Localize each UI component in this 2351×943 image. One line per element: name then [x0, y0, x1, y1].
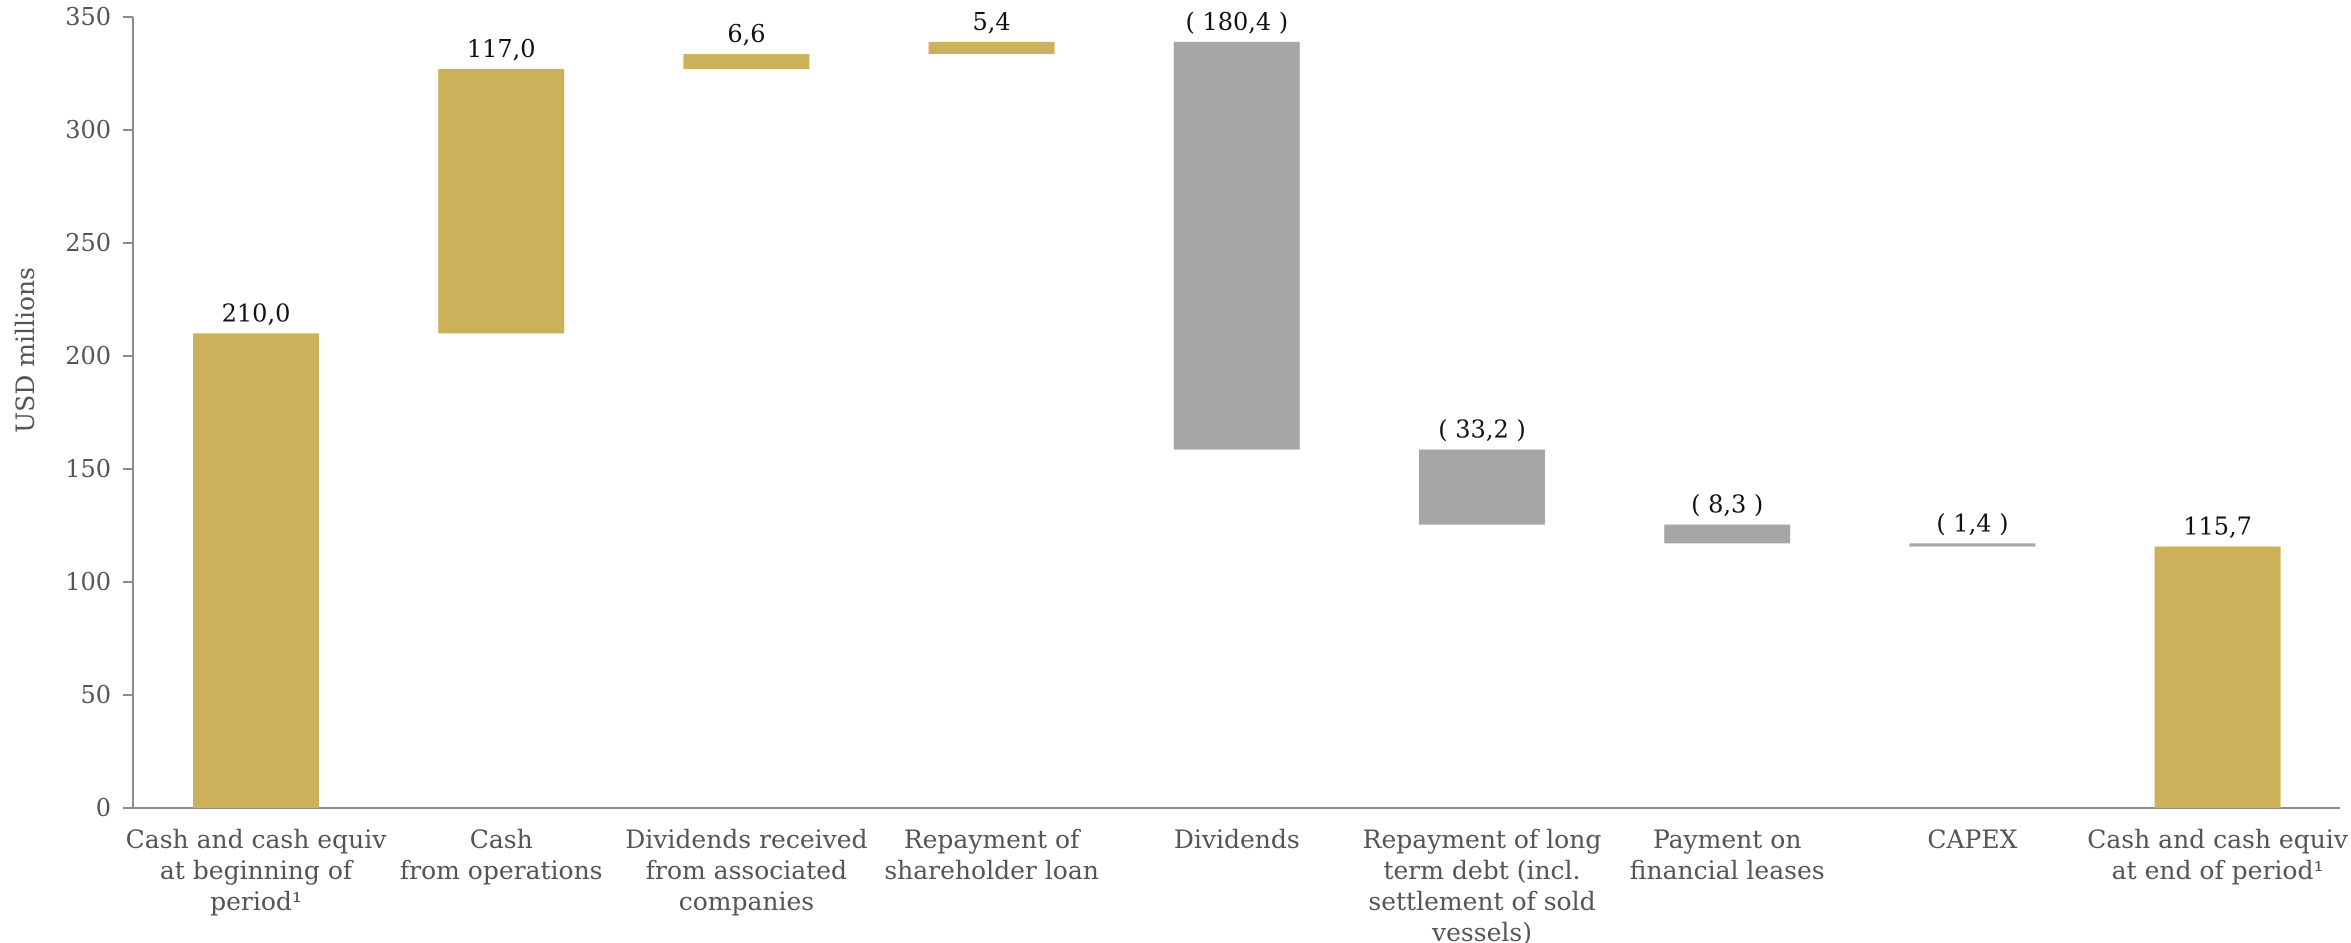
category-label: Dividends — [1174, 825, 1300, 854]
y-axis-title-group: USD millions — [11, 267, 40, 433]
y-tick-label: 50 — [80, 681, 111, 709]
category-label-line: vessels) — [1431, 918, 1532, 943]
data-label: 117,0 — [467, 35, 536, 63]
data-label: ( 33,2 ) — [1438, 416, 1525, 444]
y-tick-label: 250 — [65, 229, 111, 257]
category-label-line: companies — [679, 887, 814, 916]
category-label-line: Repayment of long — [1363, 825, 1602, 854]
category-label: Cash and cash equiv at beginning of period… — [126, 825, 388, 916]
data-label: 115,7 — [2183, 513, 2252, 541]
category-label-line: at beginning of — [160, 856, 354, 885]
category-label-line: term debt (incl. — [1383, 856, 1580, 885]
data-label: ( 180,4 ) — [1185, 8, 1288, 36]
bar — [2155, 547, 2281, 808]
category-label-line: financial leases — [1630, 856, 1825, 885]
y-tick-label: 300 — [65, 116, 111, 144]
category-label-line: at end of period¹ — [2112, 856, 2324, 885]
category-label-line: settlement of sold — [1368, 887, 1595, 916]
category-label-line: Cash — [470, 825, 533, 854]
bar — [1664, 525, 1790, 544]
category-label-line: period¹ — [210, 887, 302, 916]
category-label: Repayment of long term debt (incl. settlem… — [1363, 825, 1602, 943]
data-label: ( 1,4 ) — [1936, 509, 2008, 537]
category-label: CAPEX — [1927, 825, 2017, 854]
bar — [683, 54, 809, 69]
bar — [1419, 450, 1545, 525]
category-label: Cash from operations — [400, 825, 603, 885]
bar — [438, 69, 564, 333]
y-tick-label: 350 — [65, 3, 111, 31]
category-labels: Cash and cash equiv at beginning of period… — [126, 825, 2349, 943]
data-label: 5,4 — [973, 8, 1011, 36]
category-label: Dividends received from associated compani… — [625, 825, 867, 916]
category-label-line: from associated — [646, 856, 847, 885]
data-label: 6,6 — [727, 20, 765, 48]
category-label: Payment on financial leases — [1630, 825, 1825, 885]
bar — [1174, 42, 1300, 450]
bars — [193, 42, 2281, 808]
category-label-line: Payment on — [1653, 825, 1801, 854]
y-tick-label: 200 — [65, 342, 111, 370]
y-ticks: 0 50 100 150 200 250 300 350 — [65, 3, 133, 822]
bar — [1909, 543, 2035, 546]
y-tick-label: 150 — [65, 455, 111, 483]
category-label-line: Dividends — [1174, 825, 1300, 854]
data-label: 210,0 — [222, 299, 291, 327]
category-label: Cash and cash equiv at end of period¹ — [2087, 825, 2349, 885]
category-label: Repayment of shareholder loan — [884, 825, 1098, 885]
category-label-line: Dividends received — [625, 825, 867, 854]
category-label-line: shareholder loan — [884, 856, 1098, 885]
bar — [193, 333, 319, 808]
y-axis-title: USD millions — [11, 267, 40, 433]
category-label-line: from operations — [400, 856, 603, 885]
data-label: ( 8,3 ) — [1691, 491, 1763, 519]
bar — [929, 42, 1055, 54]
category-label-line: Repayment of — [904, 825, 1081, 854]
category-label-line: Cash and cash equiv — [126, 825, 388, 854]
category-label-line: Cash and cash equiv — [2087, 825, 2349, 854]
y-tick-label: 0 — [96, 794, 111, 822]
category-label-line: CAPEX — [1927, 825, 2017, 854]
y-tick-label: 100 — [65, 568, 111, 596]
